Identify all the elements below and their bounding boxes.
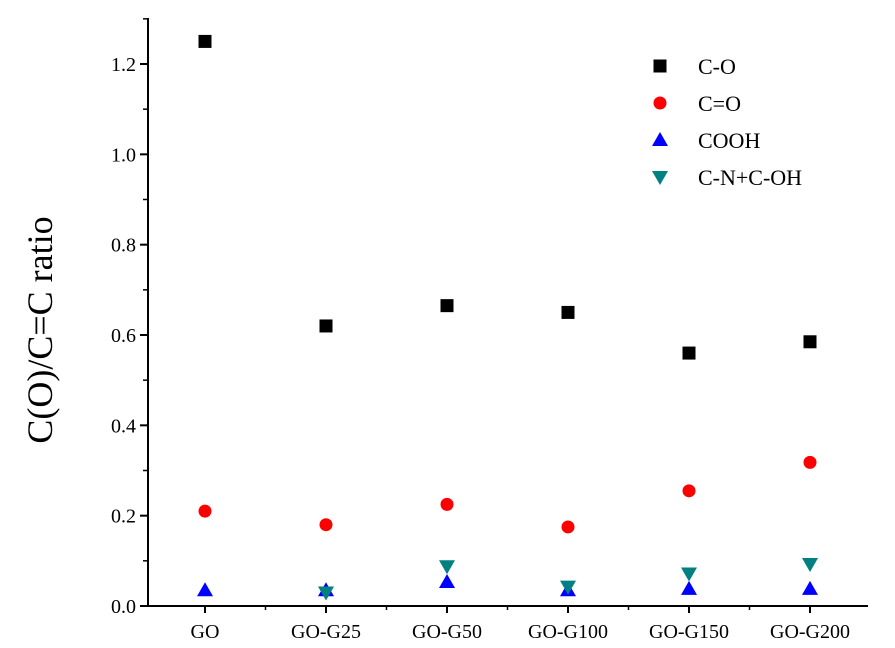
data-marks — [197, 34, 818, 601]
legend-label: C-N+C-OH — [698, 165, 802, 190]
legend-marker — [652, 171, 668, 185]
y-tick-label: 0.4 — [111, 415, 136, 437]
y-tick-label: 1.0 — [111, 144, 136, 166]
x-tick-label: GO-G200 — [770, 621, 850, 643]
legend-marker — [653, 59, 667, 73]
data-point-c-o — [440, 299, 454, 313]
x-tick-label: GO — [191, 621, 220, 643]
legend: C-O C=O COOH C-N+C-OH — [652, 54, 802, 190]
y-tick-label: 0.2 — [111, 506, 136, 528]
data-point-c-o — [561, 520, 575, 534]
x-tick-label: GO-G50 — [412, 621, 482, 643]
x-tick-label: GO-G150 — [649, 621, 729, 643]
data-point-c-n-c-oh — [439, 560, 455, 575]
data-point-c-n-c-oh — [318, 586, 334, 601]
legend-label: C-O — [698, 54, 736, 79]
data-point-c-o — [440, 497, 454, 511]
axes — [147, 18, 868, 607]
y-tick-label: 0.0 — [111, 596, 136, 618]
data-point-c-o — [319, 319, 333, 333]
legend-marker — [653, 96, 667, 110]
data-point-c-o — [198, 34, 212, 48]
data-point-c-n-c-oh — [560, 580, 576, 595]
y-tick-label: 0.8 — [111, 235, 136, 257]
data-point-c-o — [561, 305, 575, 319]
data-point-c-o — [682, 484, 696, 498]
data-point-c-o — [803, 335, 817, 349]
data-point-cooh — [802, 580, 818, 595]
data-point-cooh — [681, 580, 697, 595]
data-point-cooh — [439, 574, 455, 589]
data-point-cooh — [197, 582, 213, 597]
data-point-c-o — [803, 455, 817, 469]
y-tick-label: 1.2 — [111, 54, 136, 76]
data-point-c-n-c-oh — [681, 567, 697, 582]
x-tick-label: GO-G25 — [291, 621, 361, 643]
legend-marker — [652, 132, 668, 146]
data-point-c-n-c-oh — [802, 557, 818, 572]
legend-label: COOH — [698, 128, 760, 153]
data-point-c-o — [319, 518, 333, 532]
legend-label: C=O — [698, 91, 741, 116]
x-ticks: GO GO-G25 GO-G50 GO-G100 GO-G150 GO-G200 — [191, 606, 850, 643]
data-point-c-o — [198, 504, 212, 518]
data-point-c-o — [682, 346, 696, 360]
y-axis-title: C(O)/C=C ratio — [20, 216, 60, 443]
x-tick-label: GO-G100 — [528, 621, 608, 643]
y-tick-label: 0.6 — [111, 325, 136, 347]
y-ticks: 0.0 0.2 0.4 0.6 0.8 1.0 1.2 — [111, 18, 148, 618]
